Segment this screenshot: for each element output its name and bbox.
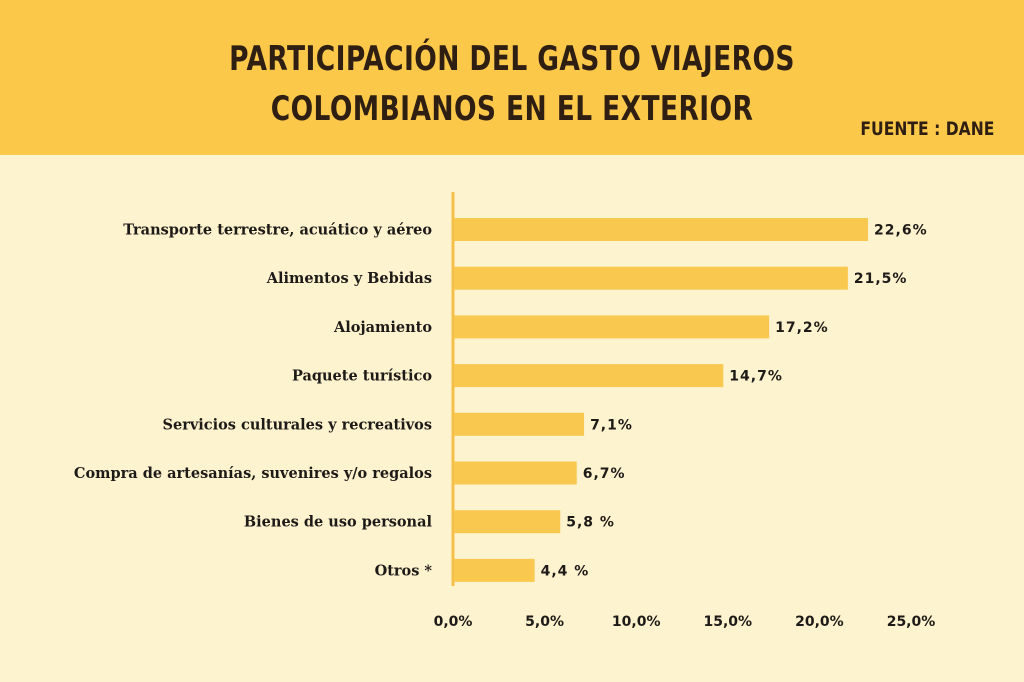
bar-6	[454, 461, 577, 485]
value-label-6: 6,7%	[583, 466, 626, 482]
bar-3	[454, 315, 770, 339]
header-band: PARTICIPACIÓN DEL GASTO VIAJEROS COLOMBI…	[0, 0, 1024, 155]
bar-4	[454, 364, 724, 388]
category-label-4: Paquete turístico	[292, 368, 432, 385]
value-label-4: 14,7%	[729, 369, 783, 385]
bar-5	[454, 412, 585, 436]
x-tick-label-5: 20,0%	[795, 614, 844, 630]
category-label-8: Otros *	[375, 562, 433, 579]
x-tick-label-3: 10,0%	[612, 614, 661, 630]
x-tick-label-6: 25,0%	[887, 614, 936, 630]
bar-2	[454, 266, 848, 290]
value-label-5: 7,1%	[590, 417, 633, 433]
category-label-5: Servicios culturales y recreativos	[163, 416, 432, 433]
x-tick-label-1: 0,0%	[434, 614, 473, 630]
category-label-6: Compra de artesanías, suvenires y/o rega…	[74, 465, 432, 482]
category-label-2: Alimentos y Bebidas	[266, 270, 432, 287]
chart-title: PARTICIPACIÓN DEL GASTO VIAJEROS COLOMBI…	[113, 34, 912, 134]
bar-8	[454, 558, 535, 582]
value-label-8: 4,4 %	[541, 563, 590, 579]
value-label-3: 17,2%	[775, 320, 829, 336]
value-label-7: 5,8 %	[566, 515, 615, 531]
title-line-1: PARTICIPACIÓN DEL GASTO VIAJEROS	[229, 39, 795, 79]
category-label-3: Alojamiento	[333, 319, 432, 336]
bar-7	[454, 510, 561, 534]
x-tick-label-4: 15,0%	[704, 614, 753, 630]
category-label-1: Transporte terrestre, acuático y aéreo	[123, 222, 432, 239]
value-label-1: 22,6%	[874, 223, 928, 239]
x-tick-label-2: 5,0%	[525, 614, 564, 630]
category-label-7: Bienes de uso personal	[244, 514, 433, 531]
source-label: FUENTE : DANE	[859, 118, 994, 140]
bar-1	[454, 218, 869, 241]
title-line-2: COLOMBIANOS EN EL EXTERIOR	[270, 89, 754, 129]
value-label-2: 21,5%	[854, 271, 908, 287]
